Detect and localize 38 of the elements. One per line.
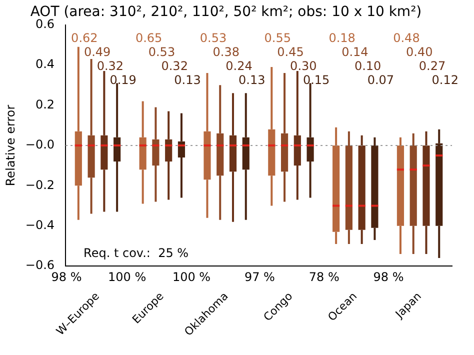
text: 100 % — [108, 270, 146, 284]
text: 0.07 — [367, 72, 394, 87]
y-tick-label: −0.0 — [25, 138, 55, 152]
y-tick-label: 0.4 — [35, 57, 55, 72]
text: 0.27 — [418, 58, 446, 73]
text: 0.13 — [174, 72, 201, 87]
annotation: Req. t cov.: 25 % — [84, 246, 189, 260]
y-tick-label: −0.6 — [25, 258, 55, 272]
y-tick-label: 0.2 — [35, 97, 55, 112]
text: 0.24 — [226, 58, 252, 73]
text: 0.12 — [432, 72, 458, 87]
text: 0.38 — [212, 44, 240, 59]
text: 0.13 — [238, 72, 266, 87]
text: 100 % — [172, 270, 211, 284]
text: 0.40 — [406, 44, 433, 59]
text: 0.19 — [110, 72, 136, 87]
text: 98 % — [51, 270, 82, 284]
text: 0.48 — [393, 30, 420, 45]
text: 0.65 — [135, 30, 162, 45]
text: 97 % — [244, 270, 275, 284]
text: 0.14 — [342, 44, 368, 59]
y-tick-label: −0.4 — [25, 218, 55, 232]
text: 0.62 — [71, 30, 98, 45]
text: 0.45 — [277, 44, 304, 59]
text: 78 % — [308, 270, 340, 284]
text: 0.32 — [96, 58, 124, 73]
text: 0.18 — [328, 30, 356, 45]
text: 0.55 — [264, 30, 292, 45]
text: 0.10 — [354, 58, 382, 73]
text: 0.32 — [161, 58, 188, 73]
text: 0.15 — [302, 72, 330, 87]
text: 0.49 — [84, 44, 111, 59]
text: 0.53 — [200, 30, 227, 45]
text: 0.53 — [148, 44, 176, 59]
y-tick-label: −0.2 — [25, 178, 55, 192]
text: 0.30 — [290, 58, 317, 73]
y-axis-title: Relative error — [3, 104, 18, 186]
text: 98 % — [373, 270, 404, 284]
